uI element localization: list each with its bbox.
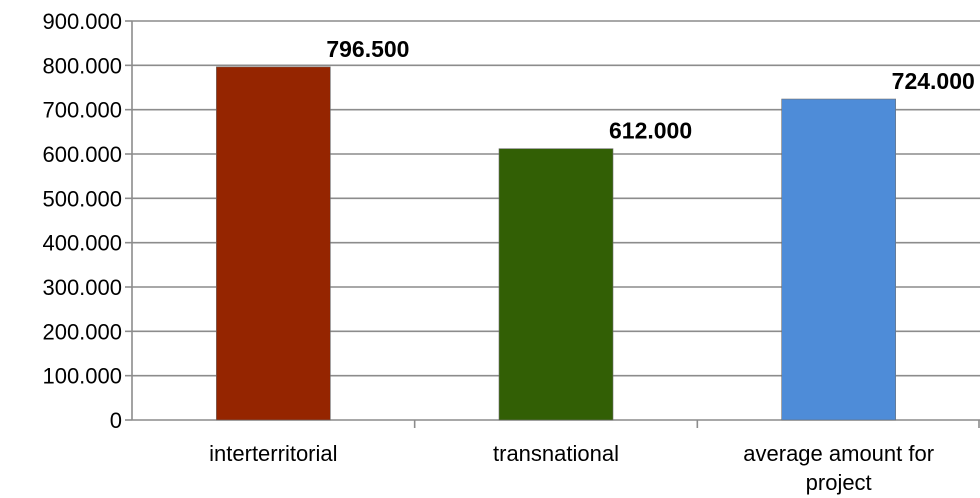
bar-1 [216,66,331,421]
x-category-label: average amount for [743,441,934,466]
data-label: 612.000 [609,118,692,144]
data-label: 724.000 [892,68,975,94]
x-category-label: interterritorial [209,441,337,466]
x-category-label: project [806,470,872,495]
data-label: 796.500 [326,36,409,62]
labels: 0 100.000 200.000 300.000 400.000 500.000 600.… [42,9,974,495]
y-tick-label: 600.000 [42,142,122,167]
bar-3 [781,98,896,421]
y-tick-label: 800.000 [42,53,122,78]
bars [216,66,896,421]
y-tick-label: 700.000 [42,98,122,123]
x-category-label: transnational [493,441,619,466]
y-tick-label: 200.000 [42,319,122,344]
y-tick-label: 500.000 [42,186,122,211]
y-tick-label: 100.000 [42,364,122,389]
y-tick-label: 300.000 [42,275,122,300]
y-tick-label: 900.000 [42,9,122,34]
y-tick-label: 400.000 [42,231,122,256]
bar-2 [498,148,614,421]
y-tick-label: 0 [110,408,122,433]
